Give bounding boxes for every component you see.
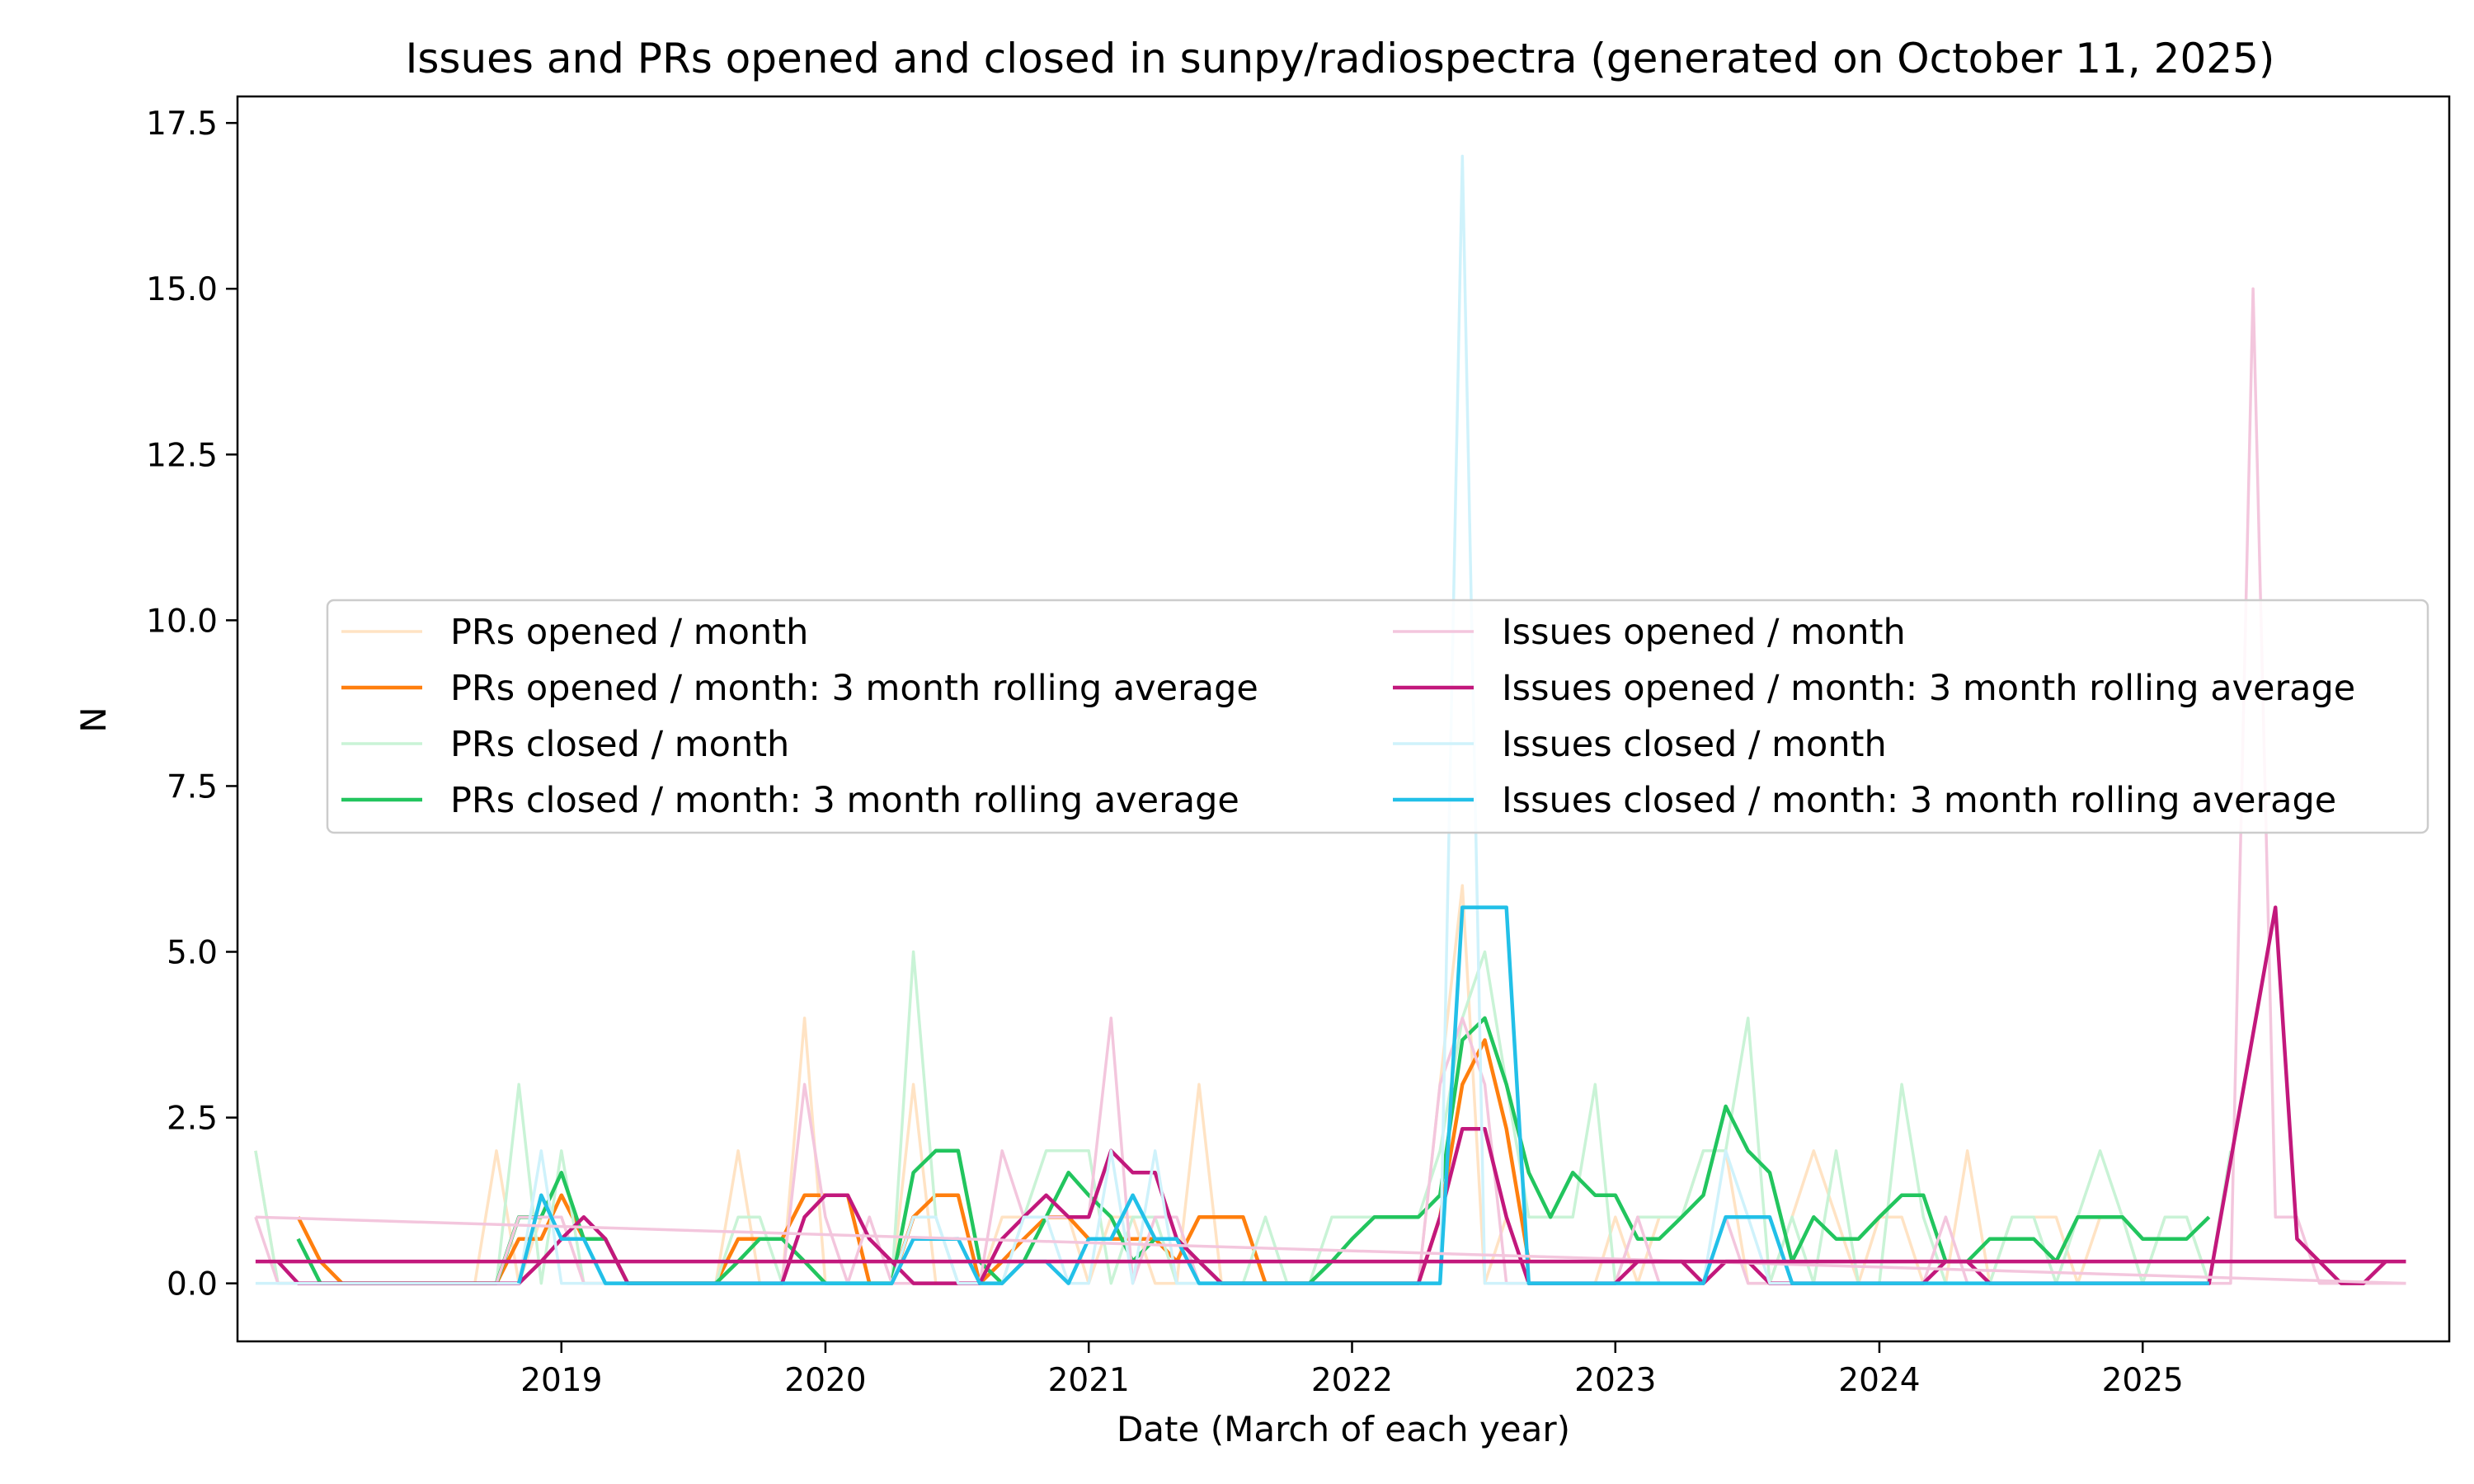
y-tick-label: 17.5	[146, 106, 218, 143]
y-axis: 0.0 2.5 5.0 7.5 10.0 12.5 15.0 17.5	[146, 106, 238, 1303]
x-tick-label: 2025	[2102, 1362, 2184, 1399]
x-tick-label: 2019	[520, 1362, 602, 1399]
legend-label: PRs opened / month	[450, 612, 808, 653]
plot-area	[236, 95, 2451, 1343]
x-tick-label: 2023	[1574, 1362, 1656, 1399]
x-tick-label: 2022	[1311, 1362, 1393, 1399]
legend: PRs opened / month PRs opened / month: 3 …	[326, 599, 2429, 834]
legend-label: Issues opened / month: 3 month rolling a…	[1502, 668, 2355, 709]
y-tick-label: 15.0	[146, 271, 218, 308]
x-axis: 2019 2020 2021 2022 2023 2024 2025	[520, 1341, 2184, 1399]
x-tick-label: 2021	[1048, 1362, 1130, 1399]
legend-label: Issues closed / month	[1502, 724, 1887, 765]
y-tick-label: 5.0	[167, 934, 218, 971]
axes-frame	[236, 95, 2451, 1343]
y-tick-label: 10.0	[146, 603, 218, 640]
series-line-issues-closed-month-3-month-rolling-average	[517, 905, 2209, 1285]
x-axis-label: Date (March of each year)	[1117, 1409, 1570, 1449]
legend-box	[326, 599, 2429, 834]
legend-label: PRs closed / month: 3 month rolling aver…	[450, 780, 1239, 821]
y-tick-label: 7.5	[167, 768, 218, 805]
y-tick-label: 2.5	[167, 1101, 218, 1138]
legend-label: PRs closed / month	[450, 724, 789, 765]
series-layer	[254, 154, 2406, 1285]
legend-label: PRs opened / month: 3 month rolling aver…	[450, 668, 1258, 709]
series-line-baseline-8	[255, 1215, 2406, 1285]
legend-label: Issues opened / month	[1502, 612, 1906, 653]
y-tick-label: 12.5	[146, 437, 218, 474]
x-tick-label: 2020	[784, 1362, 866, 1399]
legend-label: Issues closed / month: 3 month rolling a…	[1502, 780, 2336, 821]
chart-title: Issues and PRs opened and closed in sunp…	[406, 35, 2275, 82]
x-tick-label: 2024	[1838, 1362, 1920, 1399]
y-tick-label: 0.0	[167, 1266, 218, 1303]
y-axis-label: N	[73, 707, 114, 732]
